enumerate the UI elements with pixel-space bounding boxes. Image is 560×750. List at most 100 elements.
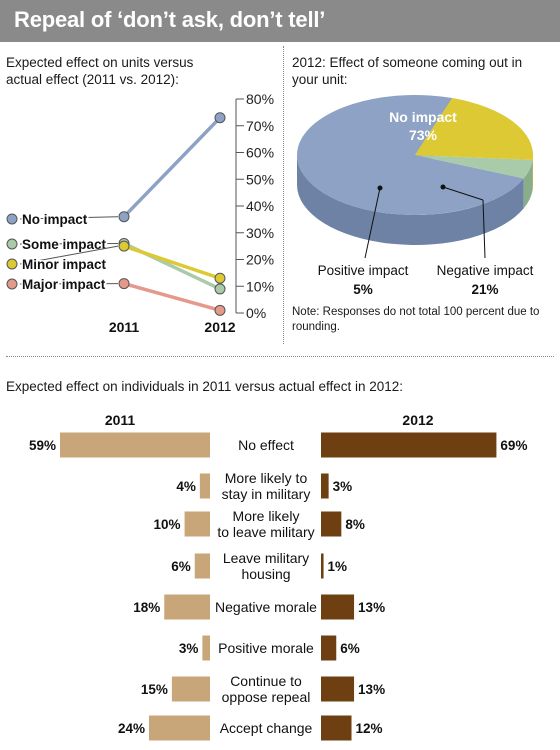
value-label-2011: 6% <box>171 559 191 574</box>
y-tick-label: 50% <box>246 171 274 187</box>
slice-value: 5% <box>353 282 373 297</box>
value-label-2011: 10% <box>154 517 181 532</box>
y-tick-label: 40% <box>246 198 274 214</box>
legend-marker <box>6 213 18 225</box>
category-label: No effect <box>238 437 294 453</box>
value-label-2011: 24% <box>118 721 145 736</box>
category-label: Leave military <box>223 550 309 566</box>
data-point <box>118 240 130 252</box>
value-label-2012: 13% <box>358 600 385 615</box>
page-title: Repeal of ‘don’t ask, don’t tell’ <box>14 7 326 32</box>
bar-2012 <box>321 715 352 741</box>
y-tick-label: 70% <box>246 118 274 134</box>
value-label-2011: 18% <box>133 600 160 615</box>
value-label-2012: 8% <box>345 517 365 532</box>
bar-2012 <box>321 676 355 702</box>
bar-2012 <box>321 635 337 661</box>
category-label: More likely to <box>225 470 308 486</box>
bar-2012 <box>321 511 342 537</box>
data-point <box>214 304 226 316</box>
slice-leader <box>442 186 484 201</box>
category-label: Negative morale <box>215 599 317 615</box>
bar-2012 <box>321 594 355 620</box>
slice-leader-dot <box>377 185 383 191</box>
bar-2011 <box>199 473 210 499</box>
pie-slice <box>415 155 533 179</box>
series-line <box>122 116 222 218</box>
legend-label: Some impact <box>22 237 107 252</box>
bar-2011 <box>171 676 210 702</box>
legend-leader <box>19 216 119 220</box>
bar-2011 <box>202 635 210 661</box>
x-tick-label: 2011 <box>109 319 140 335</box>
value-label-2012: 1% <box>328 559 348 574</box>
value-label-2012: 13% <box>358 682 385 697</box>
value-label-2011: 15% <box>141 682 168 697</box>
pie-slice <box>415 98 533 160</box>
legend-label: Minor impact <box>22 257 107 272</box>
value-label-2012: 6% <box>340 641 360 656</box>
y-tick-label: 60% <box>246 145 274 161</box>
data-point <box>214 283 226 295</box>
line-chart: 0% 10% 20% 30% 40% 50% 60% 70% 80% 2011 2012 No imp… <box>6 91 274 335</box>
pie-side <box>523 159 533 209</box>
pie-chart: No impact 73% Positive impact 5% Negative im… <box>297 95 534 297</box>
bar-2011 <box>164 594 210 620</box>
bar-2012 <box>321 553 324 579</box>
value-label-2012: 12% <box>356 721 383 736</box>
legend-leader <box>19 242 119 245</box>
slice-leader-dot <box>440 184 446 190</box>
legend-marker <box>6 238 18 250</box>
bar-chart: 2011 2012 59% 69% No effect 4% 3% More likely t… <box>29 412 527 741</box>
category-label: Positive morale <box>218 640 314 656</box>
bar-chart-title: Expected effect on individuals in 2011 v… <box>6 379 404 394</box>
series-header: 2011 <box>105 412 136 428</box>
horizontal-divider <box>6 356 554 357</box>
category-label: stay in military <box>222 486 311 502</box>
slice-value: 21% <box>471 282 498 297</box>
series-header: 2012 <box>402 412 433 428</box>
data-point <box>118 211 130 223</box>
slice-leader <box>482 199 486 259</box>
bar-2012 <box>321 473 329 499</box>
bar-2011 <box>184 511 210 537</box>
slice-label: Positive impact <box>318 263 409 278</box>
value-label-2011: 4% <box>176 479 196 494</box>
legend-label: No impact <box>22 212 88 227</box>
x-tick-label: 2012 <box>204 319 235 335</box>
vertical-divider <box>283 46 284 344</box>
category-label: Accept change <box>220 720 313 736</box>
y-tick-label: 30% <box>246 225 274 241</box>
pie-note: Note: Responses do not total 100 percent… <box>292 306 540 333</box>
slice-value: 73% <box>409 127 438 143</box>
y-tick-label: 10% <box>246 278 274 294</box>
line-chart-title: Expected effect on units versus actual e… <box>6 55 194 87</box>
pie-side <box>297 155 524 246</box>
slice-leader <box>364 187 381 259</box>
pie-slice <box>297 95 524 215</box>
y-tick-label: 80% <box>246 91 274 107</box>
y-tick-label: 20% <box>246 252 274 268</box>
legend-marker <box>6 278 18 290</box>
data-point <box>118 278 130 290</box>
category-label: oppose repeal <box>222 689 311 705</box>
category-label: More likely <box>233 508 300 524</box>
bar-2011 <box>194 553 210 579</box>
bar-2012 <box>321 432 497 458</box>
pie-chart-title: 2012: Effect of someone coming out in yo… <box>292 55 523 87</box>
category-label: to leave military <box>217 524 314 540</box>
bar-2011 <box>60 432 210 458</box>
legend-label: Major impact <box>22 277 106 292</box>
value-label-2012: 3% <box>333 479 353 494</box>
legend-marker <box>6 258 18 270</box>
slice-label: Negative impact <box>437 263 534 278</box>
value-label-2012: 69% <box>500 438 527 453</box>
category-label: Continue to <box>230 673 302 689</box>
category-label: housing <box>241 566 290 582</box>
slice-label: No impact <box>389 109 457 125</box>
data-point <box>214 272 226 284</box>
title-bar: Repeal of ‘don’t ask, don’t tell’ <box>0 0 560 42</box>
series-line <box>123 244 221 280</box>
legend-leader <box>19 245 119 265</box>
series-line <box>123 281 221 313</box>
